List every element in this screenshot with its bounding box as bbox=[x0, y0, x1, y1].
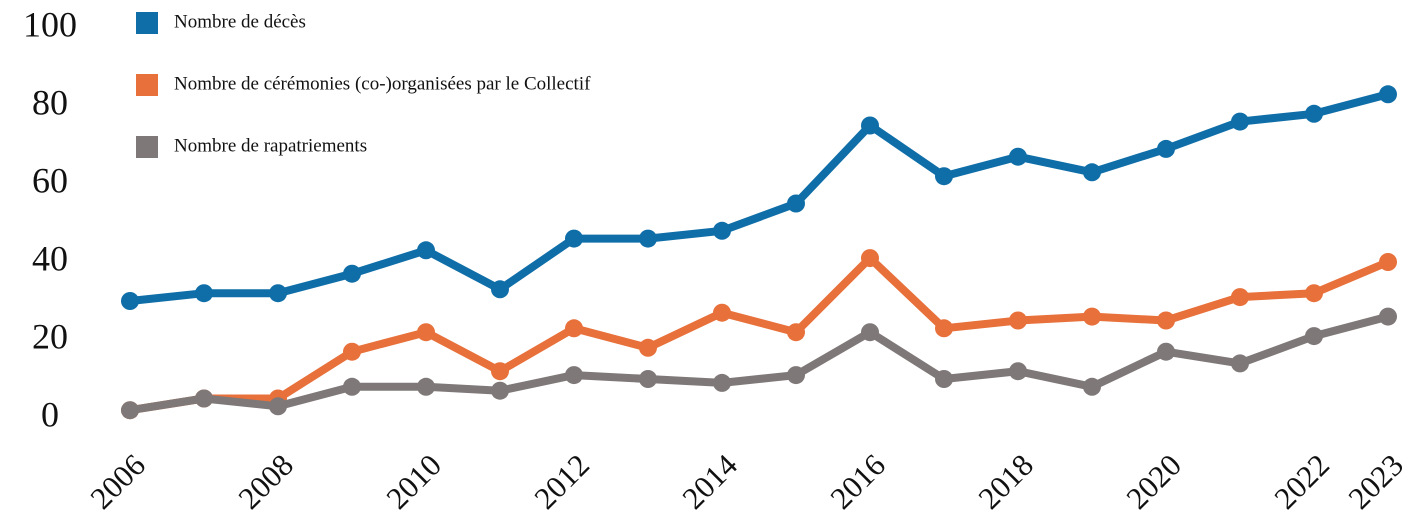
point bbox=[195, 284, 213, 303]
point bbox=[1379, 85, 1397, 104]
point bbox=[1305, 104, 1323, 123]
legend-label: Nombre de cérémonies (co-)organisées par… bbox=[174, 73, 591, 94]
point bbox=[935, 370, 953, 388]
x-tick-label: 2012 bbox=[527, 447, 596, 516]
point bbox=[417, 241, 435, 260]
x-tick-label: 2023 bbox=[1341, 447, 1410, 516]
point bbox=[195, 389, 213, 408]
series-line bbox=[129, 90, 1390, 305]
legend-swatch bbox=[136, 12, 158, 34]
point bbox=[121, 292, 139, 310]
point bbox=[269, 397, 287, 416]
point bbox=[417, 323, 435, 342]
legend-label: Nombre de décès bbox=[174, 11, 306, 32]
point bbox=[1083, 307, 1101, 326]
point bbox=[713, 303, 731, 322]
y-tick-label: 40 bbox=[32, 238, 68, 278]
point bbox=[713, 221, 731, 240]
x-tick-label: 2016 bbox=[823, 447, 892, 516]
point bbox=[1009, 147, 1027, 166]
point bbox=[639, 338, 657, 357]
point bbox=[343, 377, 361, 396]
y-tick-label: 80 bbox=[32, 82, 68, 122]
point bbox=[1231, 288, 1249, 307]
x-tick-label: 2020 bbox=[1119, 447, 1188, 516]
point bbox=[787, 366, 805, 385]
point bbox=[1083, 163, 1101, 182]
point bbox=[935, 319, 953, 338]
point bbox=[121, 401, 139, 420]
point bbox=[1379, 253, 1397, 271]
point bbox=[1305, 327, 1323, 346]
point bbox=[565, 366, 583, 385]
point bbox=[1157, 139, 1175, 158]
point bbox=[1231, 112, 1249, 131]
x-tick-label: 2008 bbox=[231, 447, 300, 516]
point bbox=[491, 381, 509, 400]
point bbox=[935, 167, 953, 186]
point bbox=[1231, 354, 1249, 373]
x-tick-label: 2022 bbox=[1267, 447, 1336, 516]
x-tick-label: 2014 bbox=[675, 447, 744, 516]
series-line bbox=[129, 254, 1390, 415]
point bbox=[639, 229, 657, 248]
point bbox=[787, 323, 805, 342]
point bbox=[1009, 362, 1027, 381]
point bbox=[787, 194, 805, 213]
point bbox=[1157, 311, 1175, 330]
point bbox=[343, 264, 361, 283]
point bbox=[861, 116, 879, 135]
point bbox=[861, 249, 879, 268]
point bbox=[491, 362, 509, 381]
point bbox=[1157, 342, 1175, 361]
y-tick-label: 100 bbox=[23, 4, 77, 44]
point bbox=[1083, 377, 1101, 396]
x-tick-label: 2006 bbox=[83, 447, 152, 516]
point bbox=[1305, 284, 1323, 303]
point bbox=[639, 370, 657, 388]
legend-swatch bbox=[136, 74, 158, 96]
point bbox=[713, 373, 731, 392]
point bbox=[343, 342, 361, 361]
legend-label: Nombre de rapatriements bbox=[174, 135, 367, 156]
y-tick-label: 20 bbox=[32, 316, 68, 356]
y-tick-label: 60 bbox=[32, 160, 68, 200]
x-tick-label: 2018 bbox=[971, 447, 1040, 516]
point bbox=[491, 280, 509, 299]
legend-swatch bbox=[136, 136, 158, 158]
point bbox=[1379, 307, 1397, 326]
point bbox=[565, 229, 583, 248]
point bbox=[861, 323, 879, 342]
point bbox=[565, 319, 583, 338]
point bbox=[1009, 311, 1027, 330]
y-tick-label: 0 bbox=[41, 394, 59, 434]
point bbox=[269, 284, 287, 303]
x-tick-label: 2010 bbox=[379, 447, 448, 516]
point bbox=[417, 377, 435, 396]
series-line bbox=[129, 312, 1390, 415]
